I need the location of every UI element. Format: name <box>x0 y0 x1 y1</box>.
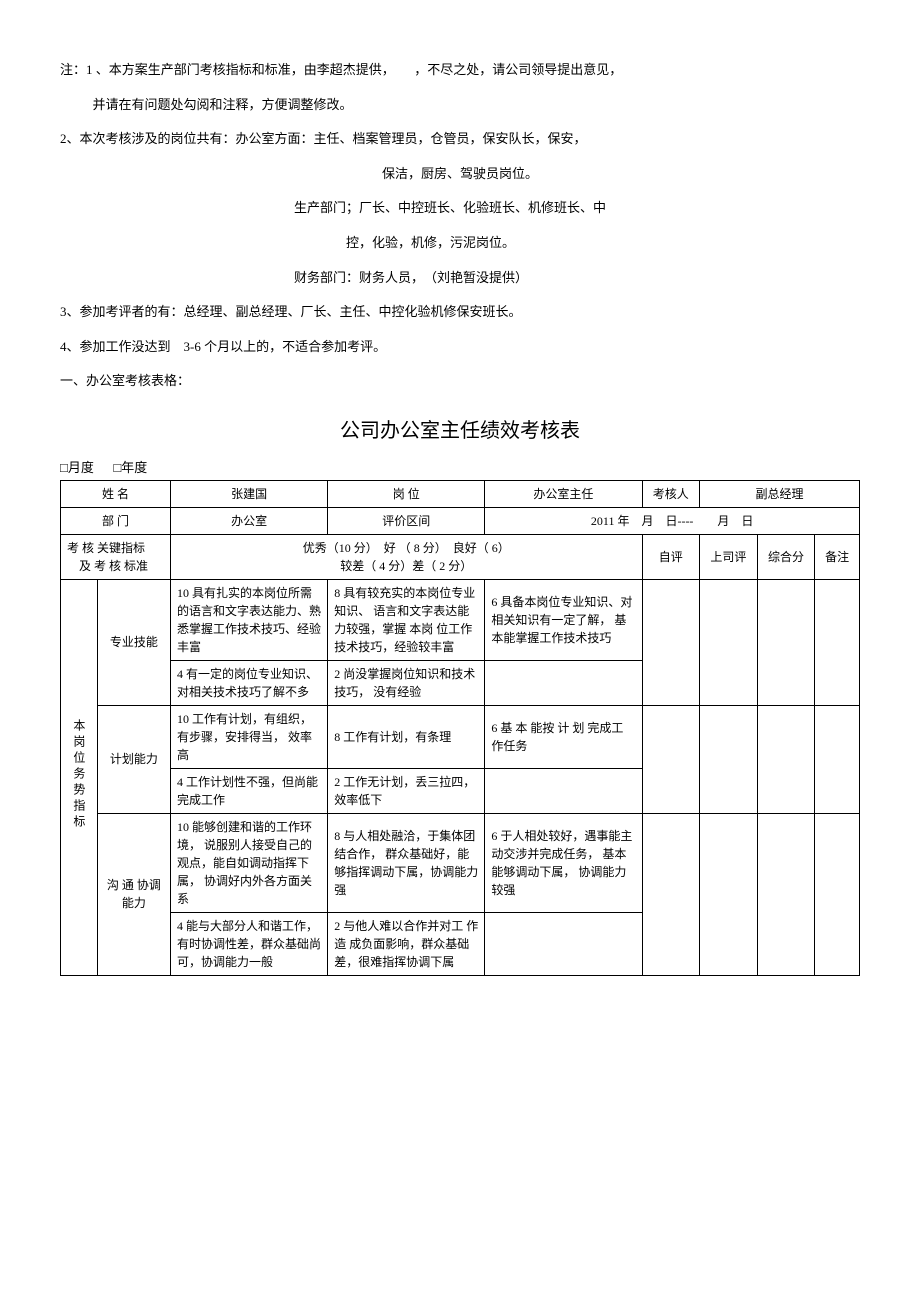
score-total[interactable] <box>757 579 815 705</box>
name-label: 姓 名 <box>61 480 171 507</box>
subgroup-label: 计划能力 <box>97 705 170 813</box>
name-value: 张建国 <box>171 480 328 507</box>
cell <box>485 912 642 975</box>
table-row: 计划能力 10 工作有计划，有组织，有步骤，安排得当， 效率高 8 工作有计划，… <box>61 705 860 768</box>
assessor-value: 副总经理 <box>700 480 860 507</box>
cell: 10 工作有计划，有组织，有步骤，安排得当， 效率高 <box>171 705 328 768</box>
score-boss[interactable] <box>700 813 758 975</box>
score-self[interactable] <box>642 705 700 813</box>
period-line: □月度 □年度 <box>60 457 860 476</box>
table-row: 考 核 关键指标 及 考 核 标准 优秀（10 分） 好 （ 8 分） 良好（ … <box>61 534 860 579</box>
score-total[interactable] <box>757 705 815 813</box>
table-row: 部 门 办公室 评价区间 2011 年 月 日---- 月 日 <box>61 507 860 534</box>
notes-block: 注：1 、本方案生产部门考核指标和标准，由李超杰提供， ，不尽之处，请公司领导提… <box>60 56 860 396</box>
note-2e: 财务部门：财务人员， （刘艳暂没提供） <box>60 264 860 293</box>
cell: 8 与人相处融洽，于集体团结合作， 群众基础好，能够指挥调动下属，协调能力强 <box>328 813 485 912</box>
col-boss: 上司评 <box>700 534 758 579</box>
note-2: 2、本次考核涉及的岗位共有：办公室方面：主任、档案管理员，仓管员，保安队长，保安… <box>60 125 860 154</box>
col-note: 备注 <box>815 534 860 579</box>
period-month: □月度 <box>60 460 94 475</box>
table-row: 本岗位务势指标 专业技能 10 具有扎实的本岗位所需的语言和文字表达能力、熟悉掌… <box>61 579 860 660</box>
score-note[interactable] <box>815 813 860 975</box>
cell: 6 基 本 能按 计 划 完成工 作任务 <box>485 705 642 768</box>
cell: 4 工作计划性不强，但尚能完成工作 <box>171 768 328 813</box>
scale-label: 优秀（10 分） 好 （ 8 分） 良好（ 6） 较差（ 4 分）差（ 2 分） <box>171 534 642 579</box>
cell <box>485 768 642 813</box>
score-boss[interactable] <box>700 579 758 705</box>
period-year: □年度 <box>113 460 147 475</box>
cell: 2 工作无计划，丢三拉四，效率低下 <box>328 768 485 813</box>
note-2b: 保洁，厨房、驾驶员岗位。 <box>60 160 860 189</box>
cell: 6 于人相处较好，遇事能主动交涉并完成任务， 基本能够调动下属， 协调能力较强 <box>485 813 642 912</box>
table-row: 姓 名 张建国 岗 位 办公室主任 考核人 副总经理 <box>61 480 860 507</box>
cell: 4 有一定的岗位专业知识、对相关技术技巧了解不多 <box>171 660 328 705</box>
note-1b: 并请在有问题处勾阅和注释，方便调整修改。 <box>60 91 860 120</box>
cell: 2 与他人难以合作并对工 作造 成负面影响，群众基础差，很难指挥协调下属 <box>328 912 485 975</box>
score-self[interactable] <box>642 813 700 975</box>
criteria-label: 考 核 关键指标 及 考 核 标准 <box>61 534 171 579</box>
cell: 4 能与大部分人和谐工作，有时协调性差，群众基础尚可，协调能力一般 <box>171 912 328 975</box>
col-self: 自评 <box>642 534 700 579</box>
score-self[interactable] <box>642 579 700 705</box>
cell: 8 工作有计划，有条理 <box>328 705 485 768</box>
subgroup-label: 专业技能 <box>97 579 170 705</box>
score-note[interactable] <box>815 579 860 705</box>
cell: 10 具有扎实的本岗位所需的语言和文字表达能力、熟悉掌握工作技术技巧、经验丰富 <box>171 579 328 660</box>
note-1: 注：1 、本方案生产部门考核指标和标准，由李超杰提供， ，不尽之处，请公司领导提… <box>60 56 860 85</box>
cell: 8 具有较充实的本岗位专业知识、 语言和文字表达能力较强，掌握 本岗 位工作技术… <box>328 579 485 660</box>
span-label: 评价区间 <box>328 507 485 534</box>
cell: 2 尚没掌握岗位知识和技术技巧， 没有经验 <box>328 660 485 705</box>
note-2d: 控，化验，机修，污泥岗位。 <box>60 229 860 258</box>
cell <box>485 660 642 705</box>
score-boss[interactable] <box>700 705 758 813</box>
note-2c: 生产部门；厂长、中控班长、化验班长、机修班长、中 <box>60 194 860 223</box>
dept-value: 办公室 <box>171 507 328 534</box>
span-value: 2011 年 月 日---- 月 日 <box>485 507 860 534</box>
main-group: 本岗位务势指标 <box>61 579 98 975</box>
subgroup-label: 沟 通 协调能力 <box>97 813 170 975</box>
score-note[interactable] <box>815 705 860 813</box>
section-heading: 一、办公室考核表格： <box>60 367 860 396</box>
post-value: 办公室主任 <box>485 480 642 507</box>
assessor-label: 考核人 <box>642 480 700 507</box>
post-label: 岗 位 <box>328 480 485 507</box>
col-total: 综合分 <box>757 534 815 579</box>
dept-label: 部 门 <box>61 507 171 534</box>
cell: 6 具备本岗位专业知识、对相关知识有一定了解， 基本能掌握工作技术技巧 <box>485 579 642 660</box>
cell: 10 能够创建和谐的工作环境， 说服别人接受自己的观点，能自如调动指挥下属， 协… <box>171 813 328 912</box>
note-4: 4、参加工作没达到 3-6 个月以上的，不适合参加考评。 <box>60 333 860 362</box>
evaluation-table: 姓 名 张建国 岗 位 办公室主任 考核人 副总经理 部 门 办公室 评价区间 … <box>60 480 860 976</box>
score-total[interactable] <box>757 813 815 975</box>
note-3: 3、参加考评者的有：总经理、副总经理、厂长、主任、中控化验机修保安班长。 <box>60 298 860 327</box>
page-title: 公司办公室主任绩效考核表 <box>60 414 860 443</box>
table-row: 沟 通 协调能力 10 能够创建和谐的工作环境， 说服别人接受自己的观点，能自如… <box>61 813 860 912</box>
